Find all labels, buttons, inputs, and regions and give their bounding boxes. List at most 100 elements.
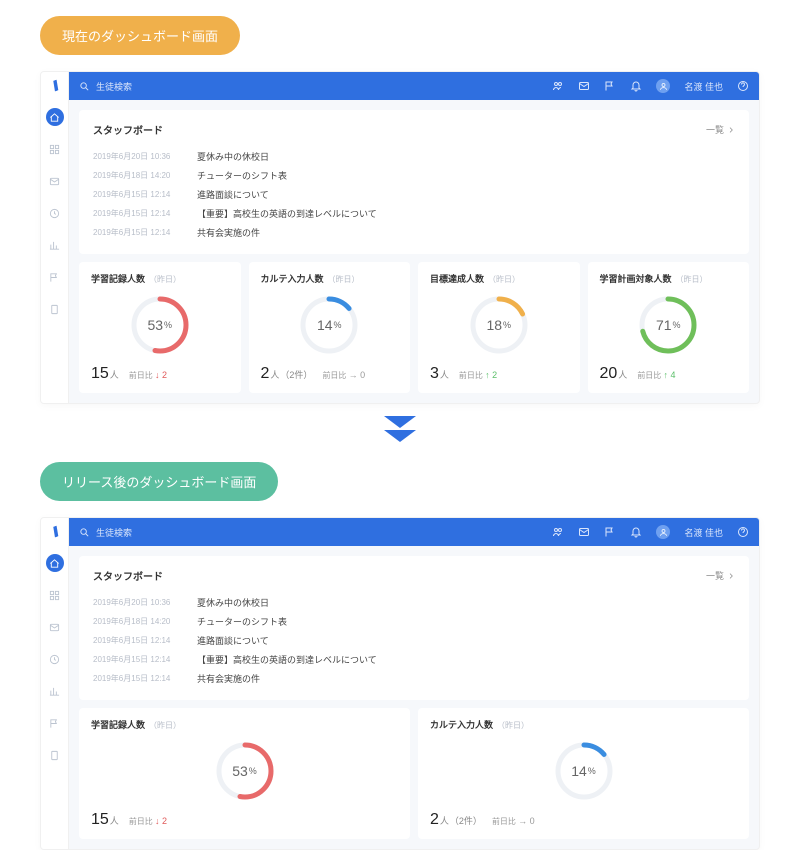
metric-count: 2 <box>430 811 439 828</box>
staff-board-title: スタッフボード <box>93 568 163 583</box>
topbar: 生徒検索 名渡 佳也 <box>69 72 759 100</box>
board-row-message: 夏休み中の休校日 <box>197 150 269 163</box>
board-row-message: 進路面談について <box>197 188 269 201</box>
staff-board-row[interactable]: 2019年6月15日 12:14進路面談について <box>93 185 735 204</box>
sidebar-item-doc[interactable] <box>46 300 64 318</box>
sidebar-item-doc[interactable] <box>46 746 64 764</box>
board-row-timestamp: 2019年6月20日 10:36 <box>93 597 183 608</box>
sidebar: /// <box>41 72 69 403</box>
sidebar-item-grid[interactable] <box>46 586 64 604</box>
metric-card: カルテ入力人数（昨日）14%2人（2件）前日比 → 0 <box>249 262 411 393</box>
metric-card-sub: （昨日） <box>676 275 708 284</box>
delta-value: ↑ 2 <box>485 370 497 380</box>
metric-card-title: 学習記録人数（昨日） <box>91 272 229 285</box>
bell-icon[interactable] <box>630 526 642 538</box>
metric-ring: 71% <box>636 293 700 357</box>
sidebar-item-mail[interactable] <box>46 618 64 636</box>
staff-board-row[interactable]: 2019年6月15日 12:14 共有会実施の件 <box>93 669 735 688</box>
staff-board-row[interactable]: 2019年6月18日 14:20 チューターのシフト表 <box>93 612 735 631</box>
metric-ring-pct: 53% <box>213 739 277 803</box>
metric-card-sub: （昨日） <box>497 721 529 730</box>
sidebar-item-mail[interactable] <box>46 172 64 190</box>
delta-value: ↑ 4 <box>664 370 676 380</box>
metric-card: 学習計画対象人数（昨日）71%20人前日比 ↑ 4 <box>588 262 750 393</box>
chevron-down-icon <box>384 430 416 442</box>
sidebar-item-chart[interactable] <box>46 236 64 254</box>
board-row-timestamp: 2019年6月18日 14:20 <box>93 616 183 627</box>
board-row-timestamp: 2019年6月15日 12:14 <box>93 654 183 665</box>
staff-board-list-link[interactable]: 一覧 <box>706 569 735 582</box>
users-icon[interactable] <box>552 80 564 92</box>
board-row-message: 共有会実施の件 <box>197 672 260 685</box>
avatar[interactable] <box>656 79 670 93</box>
metric-ring-pct: 14% <box>552 739 616 803</box>
staff-board-row[interactable]: 2019年6月15日 12:14 【重要】高校生の英語の到達レベルについて <box>93 204 735 223</box>
metric-ring: 14% <box>552 739 616 803</box>
delta-label: 前日比 <box>459 371 485 380</box>
metric-card: 学習記録人数（昨日）53%15人前日比 ↓ 2 <box>79 708 410 839</box>
bell-icon[interactable] <box>630 80 642 92</box>
mail-icon[interactable] <box>578 80 590 92</box>
mail-icon[interactable] <box>578 526 590 538</box>
metric-ring: 53% <box>128 293 192 357</box>
board-row-timestamp: 2019年6月15日 12:14 <box>93 673 183 684</box>
help-icon[interactable] <box>737 526 749 538</box>
logo-icon: /// <box>51 78 59 94</box>
board-row-timestamp: 2019年6月15日 12:14 <box>93 208 183 219</box>
flag-icon[interactable] <box>604 80 616 92</box>
staff-board-row[interactable]: 2019年6月15日 12:14共有会実施の件 <box>93 223 735 242</box>
staff-board-row[interactable]: 2019年6月20日 10:36夏休み中の休校日 <box>93 593 735 612</box>
board-row-message: チューターのシフト表 <box>197 615 287 628</box>
sidebar-item-flag[interactable] <box>46 714 64 732</box>
avatar[interactable] <box>656 525 670 539</box>
delta-label: 前日比 <box>129 371 155 380</box>
metric-extra: （2件） <box>450 816 482 826</box>
sidebar-item-chart[interactable] <box>46 682 64 700</box>
staff-board: スタッフボード 一覧 2019年6月20日 10:36夏休み中の休校日2019年… <box>79 556 749 700</box>
sidebar-item-clock[interactable] <box>46 204 64 222</box>
search-input[interactable]: 生徒検索 <box>79 526 552 539</box>
sidebar-item-home[interactable] <box>46 554 64 572</box>
metric-ring: 18% <box>467 293 531 357</box>
metric-ring: 14% <box>297 293 361 357</box>
staff-board-rows: 2019年6月20日 10:36夏休み中の休校日2019年6月18日 14:20… <box>93 593 735 688</box>
sidebar-item-grid[interactable] <box>46 140 64 158</box>
user-name[interactable]: 名渡 佳也 <box>684 526 723 539</box>
staff-board-row[interactable]: 2019年6月18日 14:20チューターのシフト表 <box>93 166 735 185</box>
search-icon <box>79 81 90 92</box>
staff-board-row[interactable]: 2019年6月20日 10:36夏休み中の休校日 <box>93 147 735 166</box>
before-pill: 現在のダッシュボード画面 <box>40 16 240 55</box>
delta-value: → 0 <box>349 370 366 380</box>
users-icon[interactable] <box>552 526 564 538</box>
metric-card: 学習記録人数（昨日）53%15人前日比 ↓ 2 <box>79 262 241 393</box>
logo-icon: /// <box>51 524 59 540</box>
metric-cards: 学習記録人数（昨日）53%15人前日比 ↓ 2カルテ入力人数（昨日）14%2人（… <box>79 708 749 839</box>
sidebar-item-clock[interactable] <box>46 650 64 668</box>
staff-board-rows: 2019年6月20日 10:36夏休み中の休校日2019年6月18日 14:20… <box>93 147 735 242</box>
board-row-timestamp: 2019年6月15日 12:14 <box>93 635 183 646</box>
staff-board: スタッフボード 一覧 2019年6月20日 10:36夏休み中の休校日2019年… <box>79 110 749 254</box>
staff-board-row[interactable]: 2019年6月15日 12:14進路面談について <box>93 631 735 650</box>
staff-board-list-link[interactable]: 一覧 <box>706 123 735 136</box>
metric-card-sub: （昨日） <box>328 275 360 284</box>
search-input[interactable]: 生徒検索 <box>79 80 552 93</box>
metric-ring-pct: 18% <box>467 293 531 357</box>
staff-board-row[interactable]: 2019年6月15日 12:14 【重要】高校生の英語の到達レベルについて <box>93 650 735 669</box>
metric-card-title: 目標達成人数（昨日） <box>430 272 568 285</box>
search-placeholder: 生徒検索 <box>96 80 132 93</box>
help-icon[interactable] <box>737 80 749 92</box>
board-row-timestamp: 2019年6月15日 12:14 <box>93 227 183 238</box>
delta-value: ↓ 2 <box>155 370 167 380</box>
metric-count: 2 <box>261 365 270 382</box>
board-row-message: 【重要】高校生の英語の到達レベルについて <box>197 207 377 220</box>
delta-label: 前日比 <box>492 817 518 826</box>
metric-ring-pct: 71% <box>636 293 700 357</box>
flag-icon[interactable] <box>604 526 616 538</box>
board-row-message: 【重要】高校生の英語の到達レベルについて <box>197 653 377 666</box>
sidebar-item-flag[interactable] <box>46 268 64 286</box>
user-name[interactable]: 名渡 佳也 <box>684 80 723 93</box>
metric-count: 15 <box>91 811 109 828</box>
metric-extra: （2件） <box>280 370 312 380</box>
sidebar-item-home[interactable] <box>46 108 64 126</box>
metric-card-title: カルテ入力人数（昨日） <box>430 718 737 731</box>
